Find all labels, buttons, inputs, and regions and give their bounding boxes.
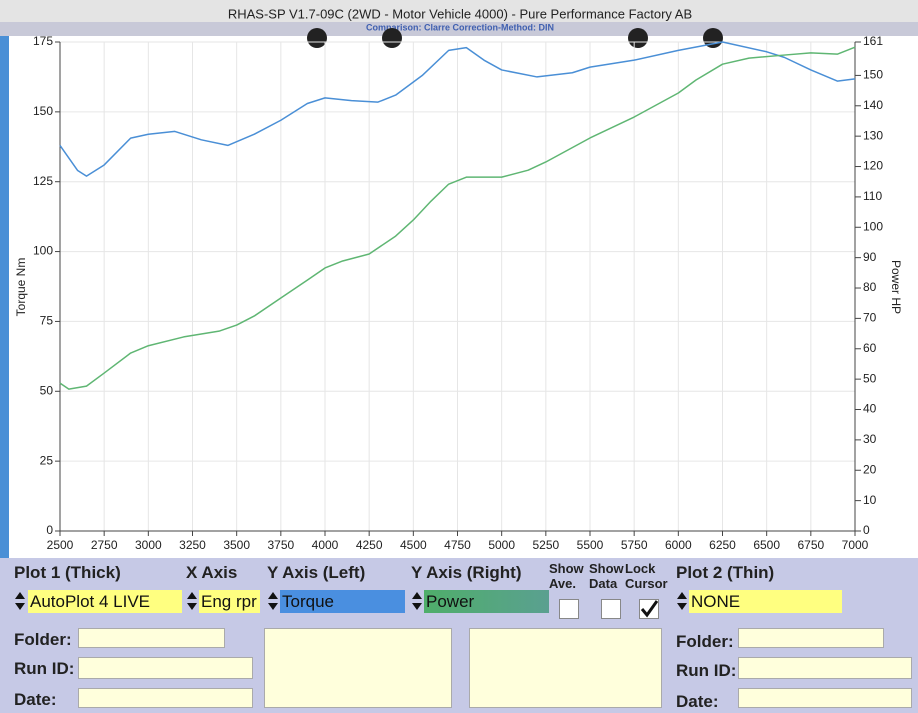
- chart: RHAS-SP V1.7-09C (2WD - Motor Vehicle 40…: [0, 0, 918, 558]
- cursor-marker[interactable]: [307, 28, 327, 48]
- run-id-field[interactable]: [738, 657, 912, 679]
- series-line: [59, 46, 856, 390]
- x-tick-label: 5750: [621, 538, 648, 552]
- notes-box[interactable]: [264, 628, 452, 708]
- window-subtitle: Comparison: Clarre Correction-Method: DI…: [366, 22, 554, 32]
- x-axis-label: X Axis: [186, 563, 238, 582]
- plot2-select[interactable]: NONE: [689, 590, 842, 613]
- y2-tick-label: 130: [863, 128, 883, 142]
- y-tick-label: 50: [40, 383, 54, 397]
- spin-arrows[interactable]: [411, 591, 423, 611]
- y2-tick-label: 120: [863, 159, 883, 173]
- date-label: Date:: [676, 692, 719, 711]
- run-id-label: Run ID:: [14, 659, 75, 678]
- x-tick-label: 4750: [444, 538, 471, 552]
- run-id-field[interactable]: [78, 657, 253, 679]
- y-tick-label: 0: [46, 523, 53, 537]
- y2-tick-label: 70: [863, 311, 877, 325]
- series-line: [59, 41, 856, 177]
- show-ave-checkbox[interactable]: [559, 599, 579, 619]
- y2-tick-label: 50: [863, 371, 877, 385]
- y-tick-label: 150: [33, 104, 53, 118]
- subtitle-bar: [0, 22, 918, 36]
- y2-tick-label: 100: [863, 219, 883, 233]
- check-path: [640, 600, 659, 618]
- date-label: Date:: [14, 690, 57, 709]
- notes-box[interactable]: [469, 628, 662, 708]
- x-tick-label: 4500: [400, 538, 427, 552]
- y2-axis-title: Power HP: [889, 260, 903, 314]
- y-tick-label: 75: [40, 314, 54, 328]
- y2-tick-label: 90: [863, 250, 877, 264]
- y2-tick-label: 40: [863, 402, 877, 416]
- date-field[interactable]: [738, 688, 912, 708]
- y2-tick-label: 80: [863, 280, 877, 294]
- plot1-select[interactable]: AutoPlot 4 LIVE: [28, 590, 182, 613]
- plot1-label: Plot 1 (Thick): [14, 563, 121, 582]
- y2-tick-label: 20: [863, 462, 877, 476]
- x-tick-label: 3000: [135, 538, 162, 552]
- y-axis-title: Torque Nm: [14, 258, 28, 317]
- folder-field[interactable]: [78, 628, 225, 648]
- x-tick-label: 4250: [356, 538, 383, 552]
- y-left-select[interactable]: Torque: [280, 590, 405, 613]
- x-tick-label: 5250: [532, 538, 559, 552]
- run-id-label: Run ID:: [676, 661, 737, 680]
- y2-tick-label: 150: [863, 68, 883, 82]
- x-tick-label: 5000: [488, 538, 515, 552]
- x-tick-label: 3500: [223, 538, 250, 552]
- cursor-marker[interactable]: [382, 28, 402, 48]
- x-tick-label: 3250: [179, 538, 206, 552]
- window-title: RHAS-SP V1.7-09C (2WD - Motor Vehicle 40…: [228, 6, 692, 21]
- y2-tick-label: 10: [863, 493, 877, 507]
- y2-tick-label: 60: [863, 341, 877, 355]
- y2-tick-label: 0: [863, 523, 870, 537]
- x-tick-label: 6000: [665, 538, 692, 552]
- left-edge: [0, 36, 9, 558]
- y-right-label: Y Axis (Right): [411, 563, 522, 582]
- x-tick-label: 2750: [91, 538, 118, 552]
- y-tick-label: 25: [40, 453, 54, 467]
- y-right-select[interactable]: Power: [424, 590, 549, 613]
- x-tick-label: 6250: [709, 538, 736, 552]
- x-axis-select[interactable]: Eng rpr: [199, 590, 260, 613]
- check-mark: [640, 600, 659, 618]
- folder-field[interactable]: [738, 628, 884, 648]
- x-tick-label: 3750: [267, 538, 294, 552]
- lock-cursor-label: Lock Cursor: [625, 561, 668, 591]
- show-data-label: Show Data: [589, 561, 624, 591]
- y2-tick-label: 30: [863, 432, 877, 446]
- y-tick-label: 175: [33, 34, 53, 48]
- folder-label: Folder:: [14, 630, 72, 649]
- y-tick-label: 125: [33, 174, 53, 188]
- x-tick-label: 5500: [577, 538, 604, 552]
- show-data-checkbox[interactable]: [601, 599, 621, 619]
- x-tick-label: 2500: [47, 538, 74, 552]
- y-tick-label: 100: [33, 244, 53, 258]
- y2-tick-label: 110: [863, 189, 882, 203]
- spin-arrows[interactable]: [14, 591, 26, 611]
- y2-tick-label: 140: [863, 98, 883, 112]
- plot2-label: Plot 2 (Thin): [676, 563, 775, 582]
- spin-arrows[interactable]: [267, 591, 279, 611]
- y2-tick-label: 161: [863, 34, 883, 48]
- cursor-marker[interactable]: [628, 28, 648, 48]
- y-left-label: Y Axis (Left): [267, 563, 366, 582]
- date-field[interactable]: [78, 688, 253, 708]
- lock-cursor-checkbox[interactable]: [639, 599, 659, 619]
- x-tick-label: 6500: [753, 538, 780, 552]
- show-ave-label: Show Ave.: [549, 561, 584, 591]
- spin-arrows[interactable]: [186, 591, 198, 611]
- x-tick-label: 6750: [797, 538, 824, 552]
- x-tick-label: 7000: [842, 538, 869, 552]
- spin-arrows[interactable]: [676, 591, 688, 611]
- folder-label: Folder:: [676, 632, 734, 651]
- x-tick-label: 4000: [312, 538, 339, 552]
- control-panel: Plot 1 (Thick) X Axis Y Axis (Left) Y Ax…: [0, 558, 918, 713]
